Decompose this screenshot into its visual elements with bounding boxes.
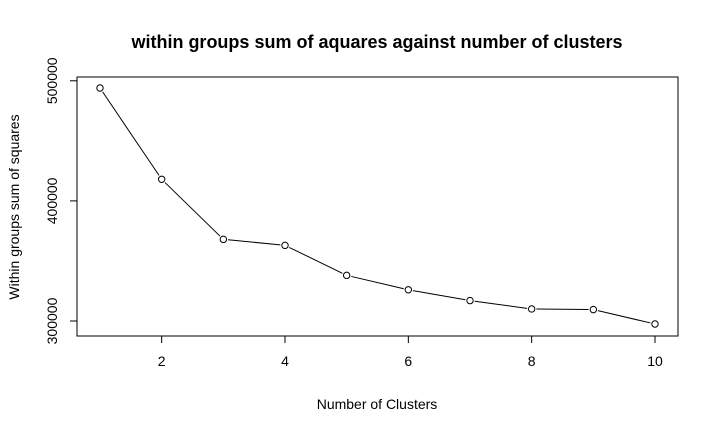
series-line-segment bbox=[102, 91, 160, 176]
chart-title: within groups sum of aquares against num… bbox=[130, 32, 622, 52]
y-axis: 300000 400000 500000 bbox=[44, 57, 78, 344]
x-tick-label: 6 bbox=[404, 353, 412, 369]
series-line-segment bbox=[164, 182, 221, 237]
series-line-segment bbox=[536, 308, 589, 311]
x-tick-label: 4 bbox=[281, 353, 289, 369]
plot-frame bbox=[76, 76, 679, 337]
series-layer bbox=[96, 84, 659, 328]
data-point bbox=[527, 305, 536, 313]
data-point bbox=[589, 305, 598, 314]
data-point bbox=[219, 235, 228, 244]
data-point bbox=[96, 84, 104, 92]
series-line-segment bbox=[289, 246, 343, 274]
series-line-segment bbox=[351, 275, 404, 290]
series-line-segment bbox=[227, 239, 281, 246]
x-axis-label: Number of Clusters bbox=[317, 396, 438, 412]
x-tick-label: 10 bbox=[647, 353, 663, 369]
y-tick-label: 400000 bbox=[44, 177, 60, 224]
data-point bbox=[404, 286, 413, 294]
series-line-segment bbox=[474, 300, 528, 309]
y-tick-label: 500000 bbox=[44, 57, 60, 104]
x-tick-label: 8 bbox=[528, 353, 536, 369]
y-axis-label: Within groups sum of squares bbox=[6, 114, 22, 299]
x-tick-label: 2 bbox=[158, 353, 166, 369]
data-point bbox=[466, 296, 474, 305]
series-line-segment bbox=[597, 310, 651, 324]
data-point bbox=[342, 271, 351, 280]
series-line-segment bbox=[412, 290, 466, 301]
x-axis: 2 4 6 8 10 bbox=[158, 335, 663, 369]
data-point bbox=[281, 241, 289, 250]
data-point bbox=[157, 175, 166, 183]
data-point bbox=[651, 320, 659, 328]
y-tick-label: 300000 bbox=[44, 297, 60, 344]
